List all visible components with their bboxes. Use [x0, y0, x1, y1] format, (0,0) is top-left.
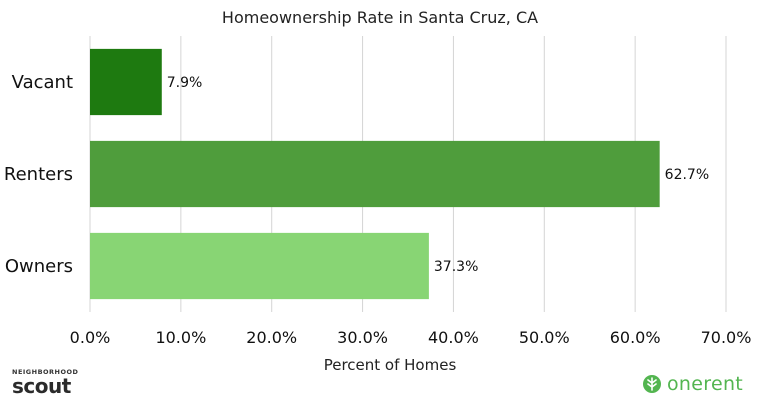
x-tick-label: 20.0% — [246, 328, 297, 347]
bars — [90, 48, 660, 300]
x-axis-title: Percent of Homes — [324, 356, 457, 374]
onerent-logo: onerent — [642, 371, 743, 397]
logo-big-text: scout — [12, 374, 71, 398]
category-label: Vacant — [12, 72, 73, 93]
x-tick-label: 0.0% — [70, 328, 111, 347]
onerent-wordmark: onerent — [667, 373, 744, 395]
category-label: Renters — [4, 164, 73, 185]
value-label: 62.7% — [665, 167, 709, 183]
bar-owners — [90, 232, 429, 300]
x-tick-label: 60.0% — [610, 328, 661, 347]
neighborhood-scout-logo: NEIGHBORHOOD scout — [12, 368, 79, 400]
value-label: 37.3% — [434, 259, 478, 275]
logo-small-text: NEIGHBORHOOD — [12, 368, 79, 376]
value-label: 7.9% — [167, 75, 203, 91]
chart-title: Homeownership Rate in Santa Cruz, CA — [222, 8, 538, 27]
x-tick-label: 50.0% — [519, 328, 570, 347]
x-tick-label: 30.0% — [337, 328, 388, 347]
bar-vacant — [90, 48, 162, 116]
x-tick-label: 10.0% — [155, 328, 206, 347]
category-label: Owners — [5, 256, 73, 277]
x-tick-label: 40.0% — [428, 328, 479, 347]
bar-renters — [90, 140, 660, 208]
leaf-icon — [643, 375, 661, 393]
labels: 0.0% 10.0% 20.0% 30.0% 40.0% 50.0% 60.0% 70.0% V… — [4, 72, 752, 347]
x-tick-label: 70.0% — [701, 328, 752, 347]
